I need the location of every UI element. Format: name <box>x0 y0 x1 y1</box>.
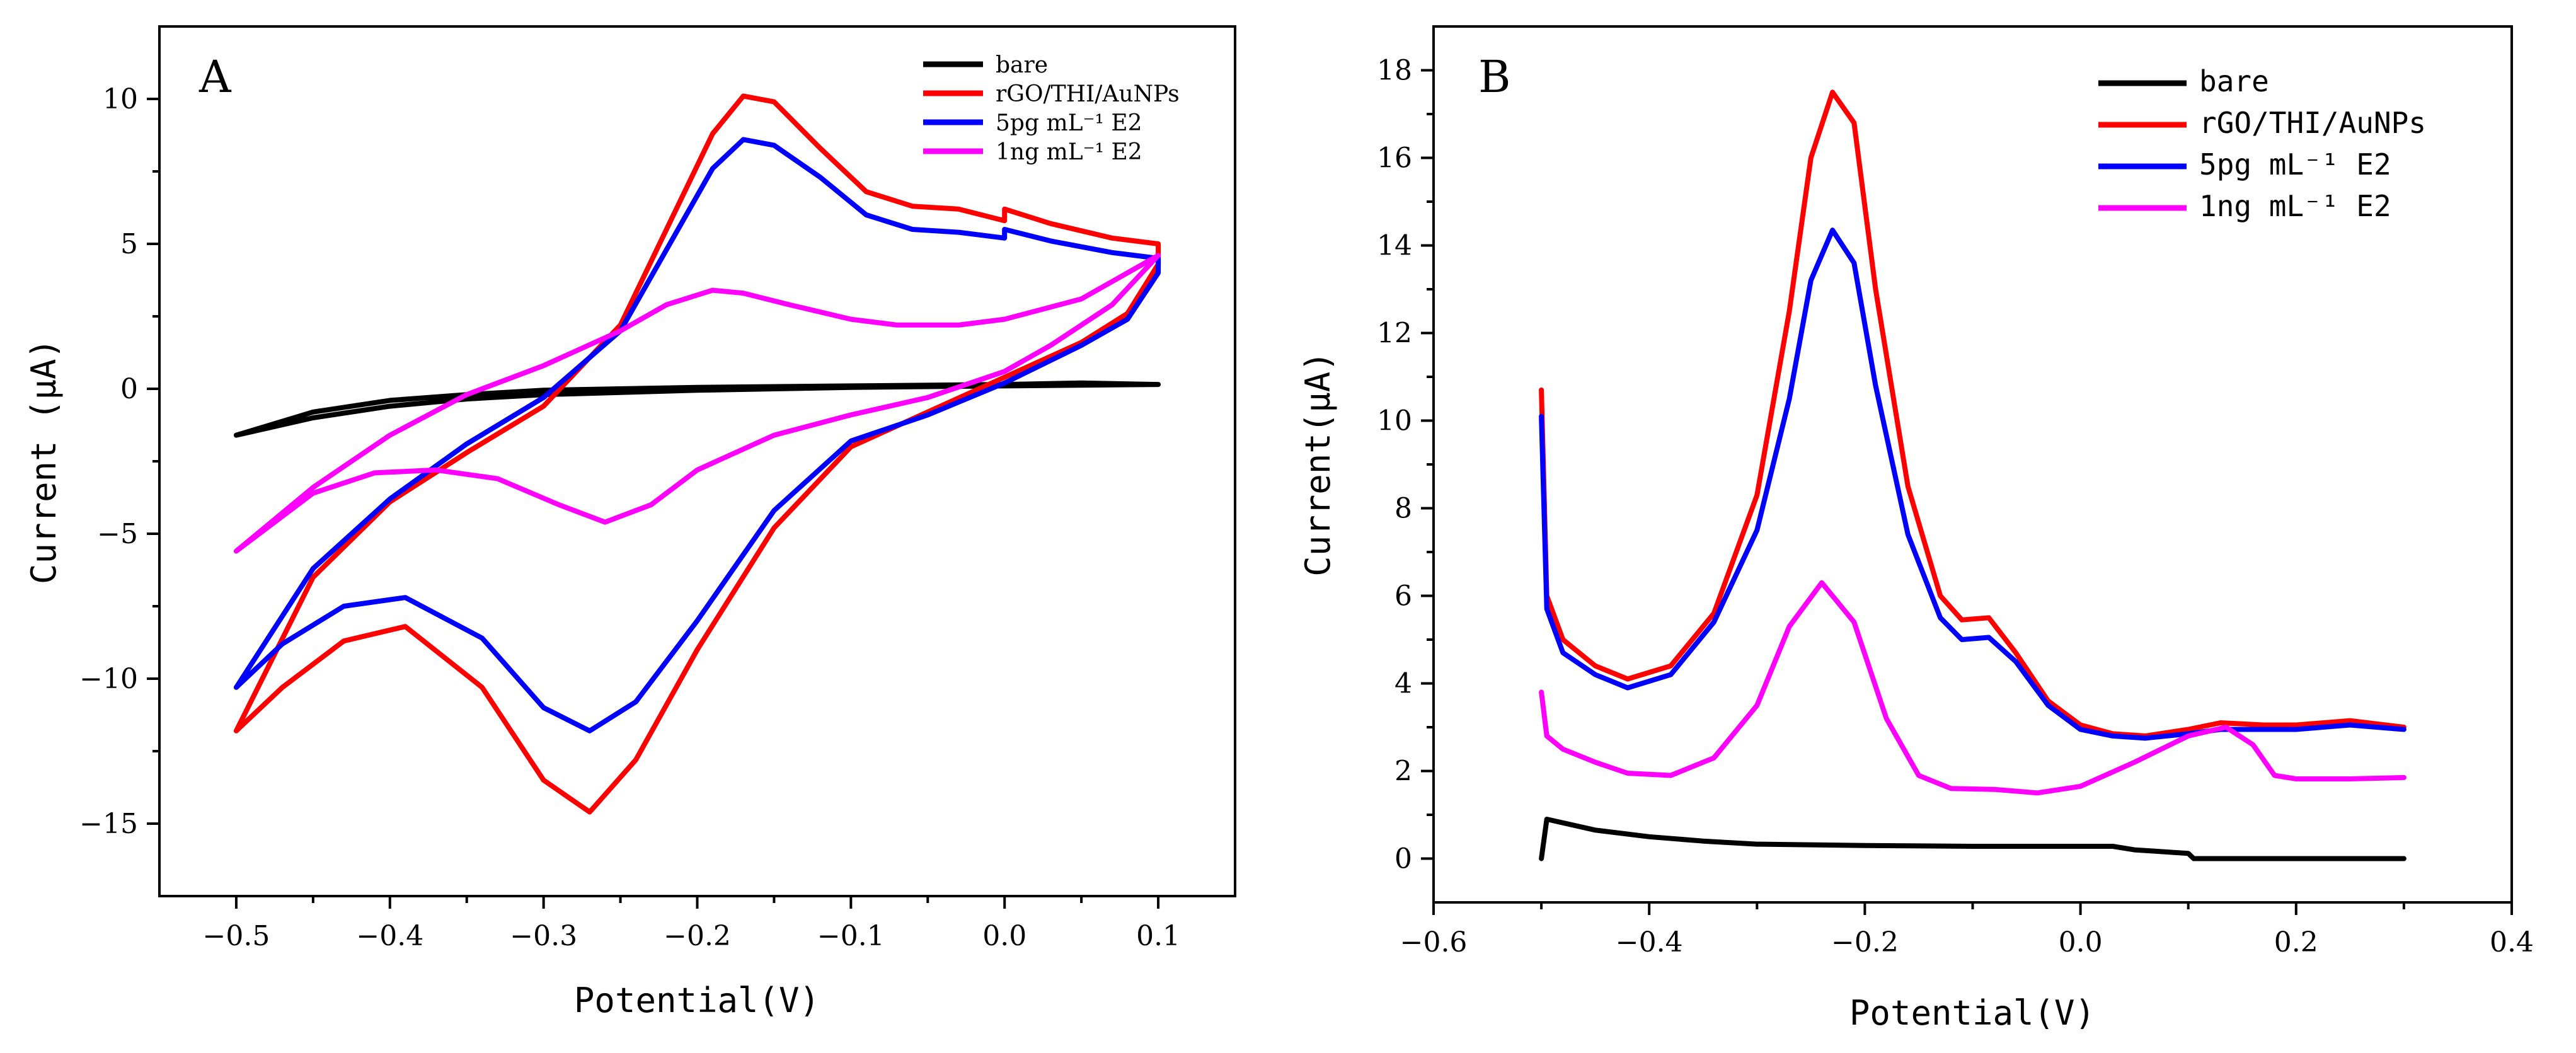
panel-a-label: A <box>198 51 232 103</box>
panel-b-legend-label-2: 5pg mL⁻¹ E2 <box>2199 147 2391 181</box>
panel-b-x-tick-label: 0.4 <box>2490 926 2534 958</box>
panel-b-y-axis: 0 2 4 6 8 10 12 14 16 18 <box>1377 55 1434 875</box>
panel-a-y-axis-title: Current (μA) <box>24 338 64 584</box>
panel-b-x-tick-label: −0.4 <box>1616 926 1683 958</box>
panel-b-x-tick-label: 0.2 <box>2274 926 2318 958</box>
panel-b-legend: bare rGO/THI/AuNPs 5pg mL⁻¹ E2 1ng mL⁻¹ E2 <box>2098 64 2426 223</box>
panel-a-x-tick-label: 0.1 <box>1136 920 1180 952</box>
panel-b-x-tick-label: 0.0 <box>2059 926 2103 958</box>
panel-b-y-tick-label: 6 <box>1394 580 1412 613</box>
panel-b-y-tick-label: 12 <box>1377 318 1412 350</box>
panel-b-x-tick-label: −0.2 <box>1831 926 1899 958</box>
panel-b-chart: B −0.6 −0.4 −0.2 0.0 0.2 0.4 024681012141618 … <box>1298 25 2534 1033</box>
panel-a-x-tick-label: −0.3 <box>510 920 577 952</box>
panel-a-y-tick-label: −10 <box>79 663 138 695</box>
panel-b-y-tick-label: 0 <box>1394 843 1412 875</box>
panel-a-x-tick-label: 0.0 <box>982 920 1026 952</box>
panel-b-series-line-0 <box>1539 817 2406 861</box>
panel-a-legend-label-3: 1ng mL⁻¹ E2 <box>996 139 1142 165</box>
panel-a-y-tick-label: 5 <box>120 228 138 260</box>
panel-a-series-line-2 <box>233 137 1161 734</box>
panel-b-legend-label-1: rGO/THI/AuNPs <box>2199 106 2426 140</box>
panel-b-legend-label-0: bare <box>2199 64 2269 98</box>
panel-a-x-tick-label: −0.5 <box>203 920 270 952</box>
panel-b-y-tick-label: 16 <box>1377 142 1412 175</box>
panel-a-y-tick-label: −15 <box>79 808 138 840</box>
panel-b-y-tick-label: 18 <box>1377 55 1412 87</box>
panel-b-y-tick-label: 14 <box>1377 230 1412 262</box>
panel-a-x-tick-label: −0.4 <box>356 920 423 952</box>
panel-a-y-tick-label: 10 <box>103 83 138 115</box>
panel-a-x-tick-label: −0.2 <box>664 920 731 952</box>
panel-b-x-tick-label: −0.6 <box>1400 926 1468 958</box>
panel-b-y-tick-label: 8 <box>1394 493 1412 525</box>
panel-a-series-line-3 <box>233 253 1161 554</box>
panel-b-series-line-1 <box>1539 89 2406 739</box>
panel-b-x-axis-title: Potential(V) <box>1849 993 2095 1033</box>
panel-a-legend-label-2: 5pg mL⁻¹ E2 <box>996 110 1142 136</box>
panel-a-legend-label-1: rGO/THI/AuNPs <box>996 81 1180 107</box>
panel-b-y-tick-label: 4 <box>1394 668 1412 700</box>
panel-a-x-tick-label: −0.1 <box>817 920 885 952</box>
panel-a-x-axis: −0.5 −0.4 −0.3 −0.2 −0.1 0.0 0.1 <box>203 896 1180 952</box>
panel-b-x-axis: −0.6 −0.4 −0.2 0.0 0.2 0.4 <box>1400 902 2534 958</box>
panel-b-y-tick-label: 10 <box>1377 405 1412 437</box>
panel-b-series-line-3 <box>1539 580 2406 796</box>
panel-a-y-axis: 10 5 0 −5 −10 −15 <box>79 83 159 840</box>
panel-b-legend-label-3: 1ng mL⁻¹ E2 <box>2199 189 2391 223</box>
panel-b-y-axis-title: Current(μA) <box>1298 351 1338 577</box>
panel-a-series-line-1 <box>233 93 1161 815</box>
panel-a-x-axis-title: Potential(V) <box>574 981 820 1020</box>
panel-a-legend-label-0: bare <box>996 52 1048 78</box>
panel-a-chart: A −0.5 −0.4 −0.3 −0.2 −0.1 0.0 0.1 10 5 0 −5 −10 −1… <box>24 25 1236 1020</box>
panel-a-series-lines <box>233 93 1161 815</box>
panel-b-label: B <box>1478 51 1510 103</box>
panel-b-y-tick-label: 2 <box>1394 756 1412 788</box>
panel-a-y-tick-label: 0 <box>120 373 138 405</box>
panel-b-series-lines <box>1539 89 2406 861</box>
panel-a-legend: bare rGO/THI/AuNPs 5pg mL⁻¹ E2 1ng mL⁻¹ E2 <box>923 52 1180 165</box>
panel-a-y-tick-label: −5 <box>97 518 138 550</box>
